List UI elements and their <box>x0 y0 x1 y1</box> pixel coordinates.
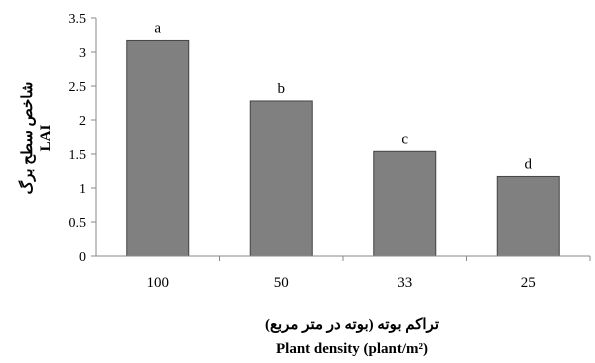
y-tick-label: 2 <box>79 114 86 129</box>
x-category-label: 33 <box>397 275 412 291</box>
y-tick-label: 1.5 <box>69 148 87 163</box>
y-tick-label: 1 <box>79 182 86 197</box>
x-category-label: 50 <box>274 275 289 291</box>
bar <box>373 150 437 257</box>
x-category-label: 100 <box>147 275 170 291</box>
bar-letter-label: c <box>401 131 408 147</box>
bar <box>496 175 560 257</box>
bars <box>126 39 560 257</box>
bar <box>249 100 313 257</box>
y-axis-title: LAI <box>38 125 54 152</box>
x-axis-category-labels: 100 50 33 25 <box>147 256 591 291</box>
x-axis-title: Plant density (plant/m²) <box>276 341 428 357</box>
y-tick-label: 3 <box>79 46 86 61</box>
y-tick-label: 0 <box>79 250 86 265</box>
bar-letter-label: a <box>154 20 161 36</box>
y-axis-title-persian: شاخص سطح برگ <box>18 82 36 195</box>
y-axis-ticks: 0 0.5 1 1.5 2 2.5 3 3.5 <box>69 12 96 265</box>
bar-letter-label: d <box>525 156 533 172</box>
bar-letter-label: b <box>278 81 286 97</box>
bar-significance-labels: a b c d <box>154 20 532 172</box>
y-tick-label: 0.5 <box>69 216 87 231</box>
x-axis-title-persian: تراکم بوته (بوته در متر مربع) <box>265 317 439 333</box>
bar <box>126 39 190 257</box>
x-category-label: 25 <box>521 275 536 291</box>
y-tick-label: 2.5 <box>69 80 87 95</box>
y-tick-label: 3.5 <box>69 12 87 27</box>
